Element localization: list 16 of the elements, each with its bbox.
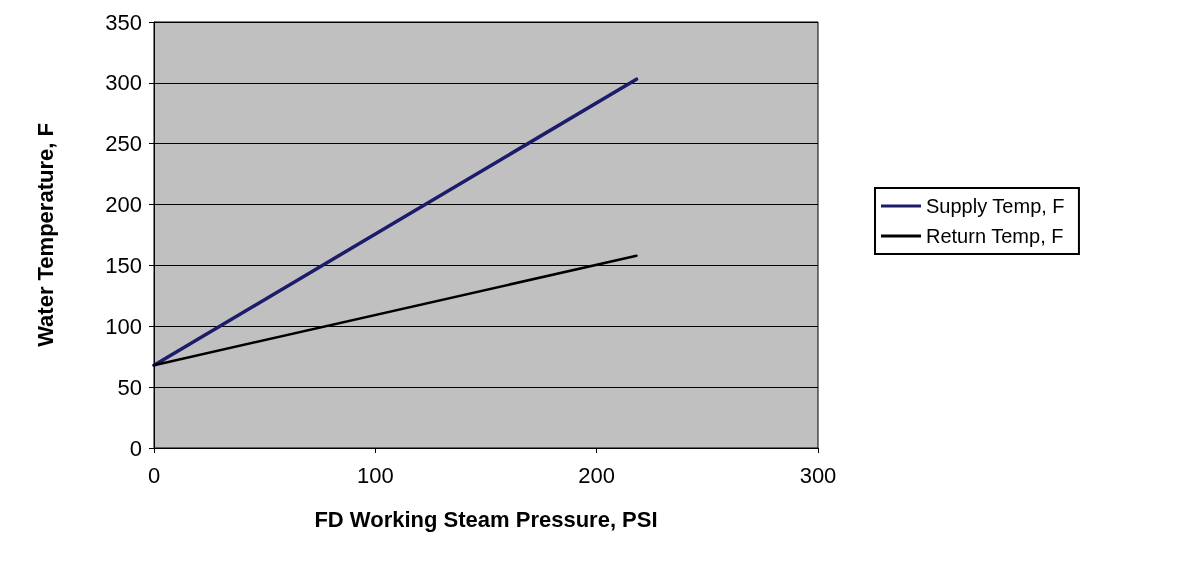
y-axis-title: Water Temperature, F bbox=[32, 123, 58, 347]
x-tick-label: 0 bbox=[147, 462, 161, 488]
y-tick-label: 250 bbox=[105, 131, 142, 157]
y-tick-label: 100 bbox=[105, 313, 142, 339]
x-tick-label: 200 bbox=[578, 462, 616, 488]
legend-label: Return Temp, F bbox=[926, 225, 1064, 247]
y-tick-label: 50 bbox=[117, 374, 142, 400]
x-tick-label: 100 bbox=[356, 462, 394, 488]
x-tick-label: 300 bbox=[799, 462, 837, 488]
y-tick-label: 0 bbox=[129, 435, 142, 461]
y-tick-label: 200 bbox=[105, 192, 142, 218]
legend-label: Supply Temp, F bbox=[926, 195, 1065, 217]
x-axis-title: FD Working Steam Pressure, PSI bbox=[314, 506, 658, 532]
y-tick-label: 150 bbox=[105, 252, 142, 278]
y-tick-label: 300 bbox=[105, 70, 142, 96]
y-tick-label: 350 bbox=[105, 9, 142, 35]
